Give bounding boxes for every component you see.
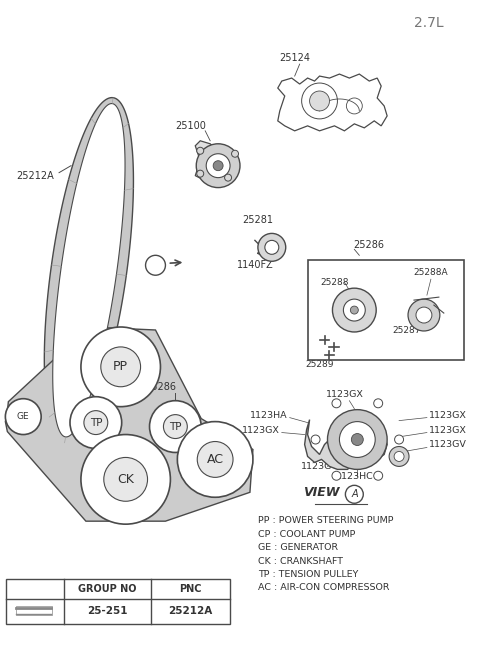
Text: TP: TP (90, 418, 102, 428)
Circle shape (84, 411, 108, 434)
Circle shape (332, 471, 341, 480)
Text: A: A (152, 260, 159, 271)
Circle shape (333, 288, 376, 332)
Circle shape (70, 397, 122, 449)
Circle shape (389, 447, 409, 466)
Circle shape (225, 174, 231, 181)
Circle shape (394, 451, 404, 461)
Text: 25286: 25286 (145, 382, 177, 392)
Text: PP: PP (113, 360, 128, 373)
Circle shape (101, 347, 141, 386)
Text: 25-251: 25-251 (87, 606, 128, 616)
Text: AC: AC (207, 453, 224, 466)
Text: CK: CK (117, 473, 134, 486)
Text: 1140FZ: 1140FZ (237, 260, 273, 271)
Polygon shape (44, 98, 133, 443)
Circle shape (178, 422, 253, 497)
Text: 1123HC: 1123HC (336, 472, 373, 481)
Circle shape (327, 409, 387, 470)
Text: 25286: 25286 (354, 240, 385, 250)
Circle shape (81, 434, 170, 524)
Circle shape (339, 422, 375, 457)
Bar (308, 260, 464, 360)
Text: 25287: 25287 (393, 326, 421, 335)
Circle shape (416, 307, 432, 323)
Text: GE: GE (17, 412, 30, 421)
Text: PP : POWER STEERING PUMP: PP : POWER STEERING PUMP (258, 516, 394, 525)
Circle shape (311, 435, 320, 444)
Circle shape (206, 154, 230, 178)
Text: CP : COOLANT PUMP: CP : COOLANT PUMP (258, 530, 355, 538)
Text: 1123HA: 1123HA (250, 411, 288, 420)
Text: 25124: 25124 (279, 53, 310, 63)
Circle shape (5, 399, 41, 434)
Text: 25288: 25288 (320, 278, 348, 287)
Text: 1123GX: 1123GX (429, 426, 467, 434)
Circle shape (258, 233, 286, 261)
Circle shape (374, 471, 383, 480)
Polygon shape (195, 141, 238, 183)
Text: CK : CRANKSHAFT: CK : CRANKSHAFT (258, 557, 343, 565)
Text: 2.7L: 2.7L (414, 16, 444, 30)
Text: GE : GENERATOR: GE : GENERATOR (258, 543, 338, 552)
Circle shape (351, 434, 363, 445)
Text: 1123GV: 1123GV (429, 441, 467, 449)
Circle shape (310, 91, 329, 111)
Circle shape (150, 401, 201, 453)
Circle shape (265, 240, 279, 254)
Circle shape (197, 147, 204, 154)
Text: 25212A: 25212A (16, 171, 54, 181)
Text: TP : TENSION PULLEY: TP : TENSION PULLEY (258, 570, 358, 579)
Text: 25281: 25281 (83, 432, 114, 441)
Circle shape (196, 144, 240, 187)
Text: 25212A: 25212A (168, 606, 213, 616)
Bar (16, 606, 52, 615)
Text: VIEW: VIEW (303, 486, 339, 499)
Text: 1123GV: 1123GV (300, 462, 338, 472)
Circle shape (197, 170, 204, 177)
Text: AC : AIR-CON COMPRESSOR: AC : AIR-CON COMPRESSOR (258, 584, 389, 592)
Text: 25289: 25289 (305, 360, 334, 369)
Polygon shape (53, 103, 125, 437)
Circle shape (231, 150, 239, 157)
Text: GROUP NO: GROUP NO (78, 584, 136, 594)
Circle shape (104, 457, 147, 501)
Polygon shape (5, 327, 253, 521)
Text: 25281: 25281 (242, 215, 274, 225)
Text: 25100: 25100 (175, 121, 206, 131)
Circle shape (164, 415, 187, 439)
Text: 1123GX: 1123GX (325, 390, 363, 399)
Circle shape (350, 306, 358, 314)
Circle shape (145, 255, 166, 275)
Circle shape (332, 399, 341, 408)
Circle shape (408, 299, 440, 331)
Circle shape (374, 399, 383, 408)
Circle shape (81, 327, 160, 407)
Bar (6, 579, 230, 624)
Circle shape (395, 435, 404, 444)
Circle shape (213, 160, 223, 171)
Text: PNC: PNC (179, 584, 202, 594)
Circle shape (343, 299, 365, 321)
Text: TP: TP (169, 422, 181, 432)
Text: 1123GX: 1123GX (242, 426, 280, 434)
Text: 25288A: 25288A (414, 269, 448, 277)
Circle shape (197, 441, 233, 477)
Text: A: A (351, 489, 358, 499)
Text: 1123GX: 1123GX (429, 411, 467, 420)
Polygon shape (305, 415, 387, 470)
